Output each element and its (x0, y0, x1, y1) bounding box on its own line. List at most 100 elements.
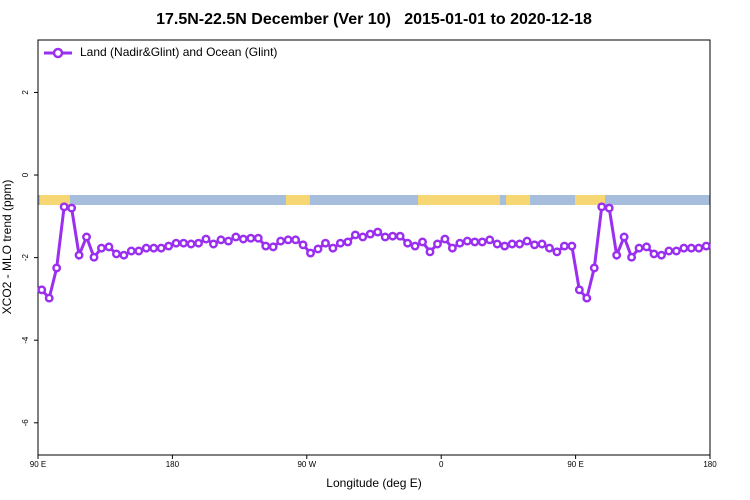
data-point (276, 236, 286, 246)
data-point (425, 247, 435, 257)
y-tick-label: -6 (21, 419, 30, 427)
x-axis-label: Longitude (deg E) (326, 476, 421, 490)
ocean-band (38, 195, 710, 205)
data-point (298, 240, 308, 250)
land-patch (40, 195, 70, 205)
data-point (604, 203, 614, 213)
data-point (649, 249, 659, 259)
data-point (657, 250, 666, 260)
data-point (246, 233, 256, 243)
y-tick-label: 0 (21, 172, 30, 177)
data-point (119, 250, 129, 260)
data-point (447, 243, 457, 253)
data-point (537, 239, 547, 249)
x-tick-label: 0 (439, 460, 444, 469)
land-patch (575, 195, 605, 205)
data-point (350, 230, 360, 240)
data-point (141, 243, 151, 253)
data-point (694, 243, 704, 253)
y-axis-label: XCO2 - MLO trend (ppm) (0, 180, 14, 315)
data-point (574, 285, 584, 295)
data-point (306, 248, 315, 258)
data-point (671, 246, 681, 256)
data-point (455, 238, 465, 248)
land-patch (418, 195, 500, 205)
data-point (261, 241, 271, 251)
data-point (388, 231, 398, 241)
data-point (492, 239, 502, 249)
data-point (418, 237, 427, 247)
data-point (589, 263, 599, 273)
data-point (552, 247, 562, 257)
data-point (365, 229, 375, 239)
data-point (335, 238, 345, 248)
data-point (433, 239, 442, 249)
x-tick-label: 90 E (567, 460, 583, 469)
data-point (156, 243, 166, 253)
data-point (530, 240, 539, 250)
data-point (410, 241, 420, 251)
data-point (701, 241, 711, 251)
data-point (74, 250, 84, 260)
data-point (149, 243, 159, 253)
data-point (559, 241, 569, 251)
data-point (582, 293, 592, 303)
map-strip (38, 195, 710, 205)
data-point (619, 232, 629, 242)
data-point (111, 249, 121, 259)
data-point (373, 227, 383, 237)
data-point (686, 243, 696, 253)
data-point (268, 242, 278, 252)
data-point (283, 235, 293, 245)
data-point (612, 250, 622, 260)
data-point (642, 242, 651, 252)
data-point (134, 246, 144, 256)
data-point (216, 235, 226, 245)
data-point (358, 232, 368, 242)
data-point (171, 238, 181, 248)
chart-title: 17.5N-22.5N December (Ver 10) 2015-01-01… (156, 11, 592, 28)
data-point (395, 231, 405, 241)
data-point (328, 243, 338, 253)
data-point (179, 238, 189, 248)
data-point (507, 239, 517, 249)
data-point (67, 203, 77, 213)
data-point (380, 232, 390, 242)
data-point (201, 234, 211, 244)
data-point (440, 234, 450, 244)
data-point (253, 233, 263, 243)
data-point (313, 244, 323, 254)
data-point (231, 232, 241, 242)
data-point (52, 263, 62, 273)
data-point (223, 236, 233, 246)
data-point (209, 239, 218, 249)
data-point (515, 239, 525, 249)
data-point (462, 236, 472, 246)
data-point (664, 246, 674, 256)
data-point (238, 234, 248, 244)
data-point (403, 238, 413, 248)
data-point (44, 293, 54, 303)
legend-label: Land (Nadir&Glint) and Ocean (Glint) (80, 45, 277, 59)
legend-marker (52, 47, 64, 59)
data-point (343, 237, 353, 247)
y-tick-label: 2 (21, 90, 30, 95)
x-tick-label: 90 W (297, 460, 316, 469)
data-point (97, 243, 106, 253)
data-point (470, 237, 480, 247)
x-tick-label: 180 (166, 460, 180, 469)
data-point (679, 243, 689, 253)
data-point (194, 238, 203, 248)
land-patch (286, 195, 310, 205)
data-point (82, 232, 91, 242)
data-point (500, 241, 510, 251)
data-point (477, 237, 487, 247)
data-point (37, 285, 47, 295)
data-point (186, 239, 196, 249)
data-point (126, 246, 136, 256)
data-point (597, 202, 607, 212)
x-tick-label: 90 E (30, 460, 46, 469)
land-patch (506, 195, 530, 205)
y-tick-label: -4 (21, 336, 30, 344)
